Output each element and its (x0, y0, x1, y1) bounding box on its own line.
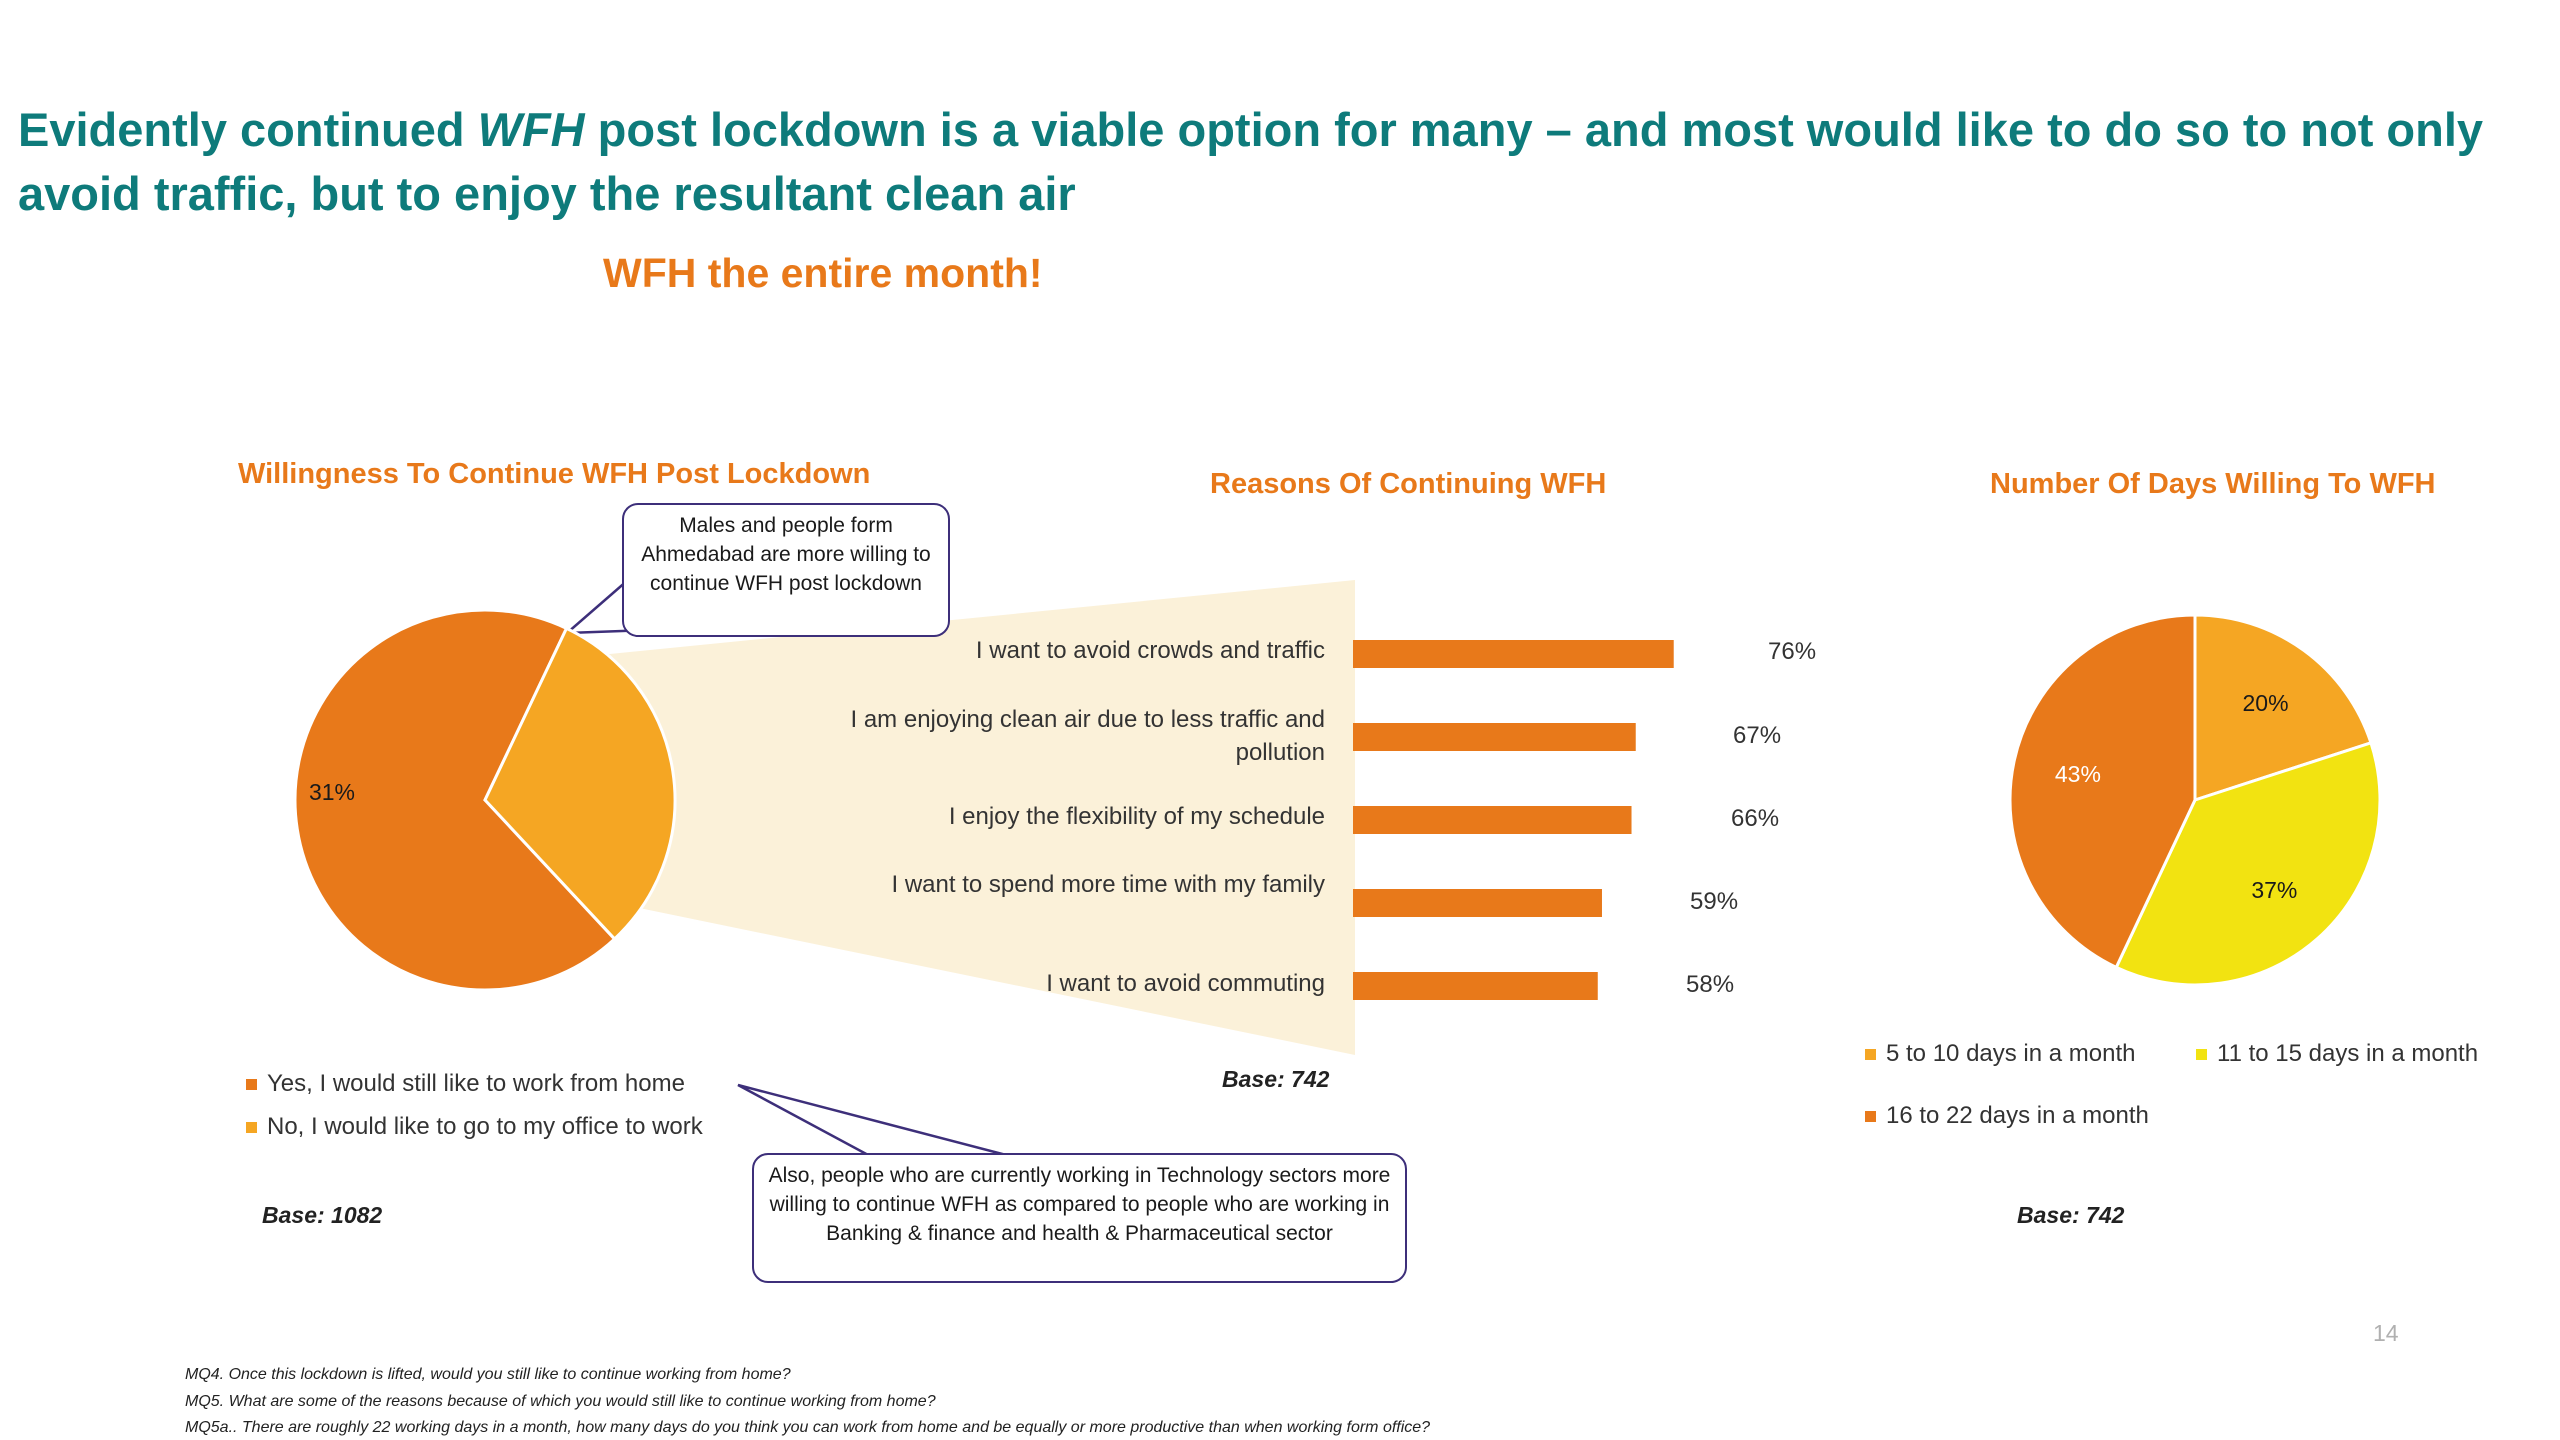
bar-category-label: I want to avoid crowds and traffic (975, 637, 1325, 664)
reasons-bar (1353, 806, 1632, 834)
days-base: Base: 742 (2017, 1202, 2125, 1228)
reasons-bar (1353, 640, 1674, 668)
legend-label: 5 to 10 days in a month (1886, 1040, 2136, 1067)
reasons-base: Base: 742 (1222, 1066, 1330, 1092)
willingness-pie-slice-label: 31% (309, 779, 355, 805)
title-part2: WFH (477, 103, 585, 156)
footnote: MQ4. Once this lockdown is lifted, would… (185, 1366, 791, 1383)
page-number: 14 (2373, 1320, 2399, 1346)
legend-label: No, I would like to go to my office to w… (267, 1113, 703, 1140)
reasons-chart-title: Reasons Of Continuing WFH (1210, 468, 1607, 500)
legend-item-5-10: 5 to 10 days in a month (1865, 1040, 2136, 1068)
legend-label: Yes, I would still like to work from hom… (267, 1070, 685, 1097)
days-pie-slice (2114, 740, 2382, 987)
legend-item-no: No, I would like to go to my office to w… (246, 1113, 703, 1141)
days-pie-slice-label: 20% (2243, 690, 2289, 716)
days-pie-slice (2008, 613, 2197, 970)
bar-value-label: 59% (1690, 888, 1739, 915)
willingness-base: Base: 1082 (262, 1202, 383, 1228)
days-chart-title: Number Of Days Willing To WFH (1990, 468, 2436, 500)
bar-category-label: I am enjoying clean air due to less traf… (850, 706, 1326, 766)
slide-subtitle: WFH the entire month! (603, 250, 1043, 296)
title-line2: avoid traffic, but to enjoy the resultan… (18, 167, 1076, 220)
legend-item-16-22: 16 to 22 days in a month (1865, 1102, 2149, 1130)
days-pie-slice (2193, 613, 2373, 803)
footnote: MQ5. What are some of the reasons becaus… (185, 1393, 936, 1410)
bar-value-label: 76% (1768, 638, 1817, 665)
bar-category-label: I want to spend more time with my family (891, 871, 1325, 898)
reasons-bars (1353, 640, 1674, 1000)
legend-swatch (1865, 1110, 1876, 1122)
bar-value-label: 67% (1733, 722, 1782, 749)
legend-swatch (246, 1078, 257, 1090)
willingness-chart-title: Willingness To Continue WFH Post Lockdow… (238, 458, 871, 490)
legend-item-11-15: 11 to 15 days in a month (2196, 1040, 2478, 1068)
bar-category-label: I want to avoid commuting (1046, 970, 1325, 997)
reasons-bar (1353, 723, 1636, 751)
zoom-band (600, 580, 1355, 1055)
bar-category-label: I enjoy the flexibility of my schedule (948, 803, 1325, 830)
willingness-pie-slice (293, 608, 617, 992)
title-part3: post lockdown is a viable option for man… (584, 103, 2484, 156)
reasons-bar (1353, 972, 1598, 1000)
willingness-pie-slice (483, 626, 677, 942)
days-pie-slice-label: 37% (2251, 877, 2297, 903)
willingness-callout: Males and people form Ahmedabad are more… (622, 503, 950, 637)
callout-tail-2 (737, 1083, 1011, 1158)
reasons-bar (1353, 889, 1602, 917)
footnote: MQ5a.. There are roughly 22 working days… (185, 1419, 1431, 1436)
bar-value-label: 66% (1731, 805, 1780, 832)
legend-item-yes: Yes, I would still like to work from hom… (246, 1070, 685, 1098)
bar-value-label: 58% (1686, 971, 1735, 998)
title-part1: Evidently continued (18, 103, 478, 156)
legend-swatch (1865, 1048, 1876, 1060)
days-pie-slice-label: 43% (2055, 761, 2101, 787)
slide-title: Evidently continued WFH post lockdown is… (18, 98, 2518, 226)
legend-swatch (2196, 1048, 2207, 1060)
legend-label: 16 to 22 days in a month (1886, 1102, 2149, 1129)
legend-label: 11 to 15 days in a month (2217, 1040, 2479, 1067)
sector-callout: Also, people who are currently working i… (752, 1153, 1407, 1283)
willingness-pie: 69%31% (293, 608, 677, 992)
days-pie: 20% 37% 43% (2008, 613, 2382, 987)
legend-swatch (246, 1121, 257, 1133)
